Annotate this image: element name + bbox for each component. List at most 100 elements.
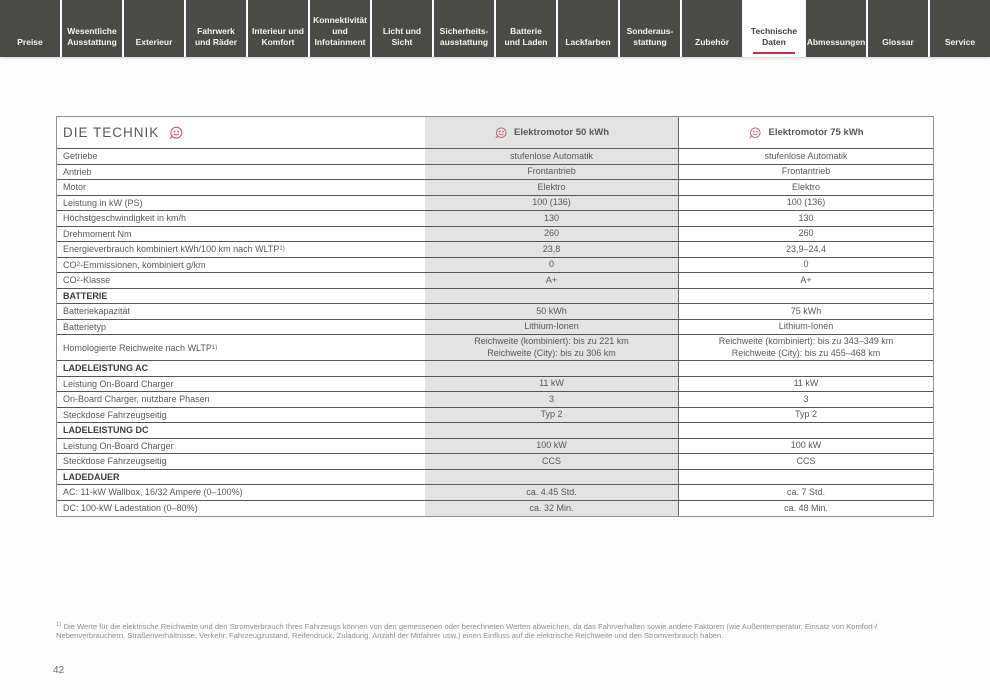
table-row: Höchstgeschwindigkeit in km/h 130 130 — [57, 211, 933, 227]
top-tab-bar: Preise Wesentliche Ausstattung Exterieur Fa… — [0, 0, 990, 57]
tab-lackfarben[interactable]: Lackfarben — [558, 0, 618, 57]
value-75kwh: 3 — [803, 393, 809, 404]
table-row: Leistung On-Board Charger 11 kW 11 kW — [57, 376, 933, 392]
table-row: Batterietyp Lithium-Ionen Lithium-Ionen — [57, 319, 933, 335]
tab-preise[interactable]: Preise — [0, 0, 60, 57]
table-header-row: DIE TECHNIK Elektromotor 50 kWh — [57, 117, 933, 149]
value-50kwh: Lithium-Ionen — [425, 319, 679, 334]
value-50kwh: CCS — [425, 454, 679, 469]
value-50kwh: Reichweite (kombiniert): bis zu 221 km Re… — [425, 335, 679, 360]
value-50kwh: 130 — [425, 211, 679, 226]
row-label: DC: 100-kW Ladestation (0–80%) — [63, 503, 198, 514]
row-label: Drehmoment Nm — [63, 228, 132, 239]
table-row: CO 2 -Klasse A+ A+ — [57, 273, 933, 289]
value-75kwh: 75 kWh — [790, 305, 822, 316]
row-label: Motor — [63, 182, 87, 193]
tab-glossar[interactable]: Glossar — [868, 0, 928, 57]
section-label: LADELEISTUNG AC — [63, 363, 149, 374]
table-row: Leistung in kW (PS) 100 (136) 100 (136) — [57, 195, 933, 211]
row-label: Steckdose Fahrzeugseitig — [63, 456, 167, 467]
table-row: CO 2 -Emmissionen, kombiniert g/km 0 0 — [57, 257, 933, 273]
tab-batterie-und-laden[interactable]: Batterie und Laden — [496, 0, 556, 57]
value-50kwh: ca. 32 Min. — [425, 500, 679, 516]
row-label: Leistung On-Board Charger — [63, 440, 174, 451]
table-row: On-Board Charger, nutzbare Phasen 3 3 — [57, 392, 933, 408]
value-75kwh: stufenlose Automatik — [764, 150, 848, 161]
value-75kwh: ca. 48 Min. — [783, 502, 829, 513]
value-50kwh: 50 kWh — [425, 304, 679, 319]
value-50kwh: Typ 2 — [425, 407, 679, 422]
tab-service[interactable]: Service — [930, 0, 990, 57]
tab-technische-daten[interactable]: Technische Daten — [744, 0, 804, 57]
section-cell-75kwh — [679, 470, 933, 485]
table-row: Motor Elektro Elektro — [57, 180, 933, 196]
row-label: Homologierte Reichweite nach WLTP 1) — [63, 342, 218, 353]
tab-konnektivitaet[interactable]: Konnektivität und Infotainment — [310, 0, 370, 57]
table-title-cell: DIE TECHNIK — [57, 117, 425, 148]
footnote: 1) Die Werte für die elektrische Reichwe… — [56, 622, 878, 640]
value-50kwh: 11 kW — [425, 376, 679, 391]
section-cell-50kwh — [425, 469, 679, 484]
row-label: Leistung On-Board Charger — [63, 378, 174, 389]
value-75kwh: Typ 2 — [794, 409, 817, 419]
column-header-label: Elektromotor 75 kWh — [768, 126, 864, 138]
value-50kwh: ca. 4.45 Std. — [425, 485, 679, 500]
value-50kwh: 100 kW — [425, 438, 679, 453]
table-row: Batteriekapazität 50 kWh 75 kWh — [57, 304, 933, 320]
row-label: Energieverbrauch kombiniert kWh/100 km n… — [63, 244, 285, 255]
section-cell-75kwh — [679, 289, 933, 304]
table-row: Steckdose Fahrzeugseitig Typ 2 Typ 2 — [57, 407, 933, 423]
tab-wesentliche-ausstattung[interactable]: Wesentliche Ausstattung — [62, 0, 122, 57]
section-label: LADELEISTUNG DC — [63, 425, 149, 436]
value-50kwh: 23,8 — [425, 242, 679, 257]
tab-zubehoer[interactable]: Zubehör — [682, 0, 742, 57]
value-75kwh: 100 kW — [790, 440, 822, 450]
value-75kwh: 260 — [798, 228, 814, 238]
section-cell-50kwh — [425, 361, 679, 376]
tab-licht-und-sicht[interactable]: Licht und Sicht — [372, 0, 432, 57]
tab-sicherheitsausstattung[interactable]: Sicherheits- ausstattung — [434, 0, 494, 57]
row-label: Antrieb — [63, 166, 92, 177]
row-label: Batteriekapazität — [63, 306, 131, 317]
page-title: DIE TECHNIK — [63, 125, 160, 140]
column-header-label: Elektromotor 50 kWh — [513, 126, 610, 138]
tab-exterieur[interactable]: Exterieur — [124, 0, 184, 57]
value-75kwh: 11 kW — [793, 378, 819, 388]
row-label: On-Board Charger, nutzbare Phasen — [63, 394, 210, 405]
value-75kwh: 23,9–24,4 — [785, 243, 827, 254]
value-75kwh: CCS — [796, 455, 816, 466]
row-label: Batterietyp — [63, 321, 107, 332]
row-label: Getriebe — [63, 151, 98, 162]
value-75kwh: 130 — [798, 212, 814, 223]
value-50kwh: 260 — [425, 226, 679, 241]
section-row: BATTERIE — [57, 288, 933, 304]
spec-table: DIE TECHNIK Elektromotor 50 kWh — [56, 116, 934, 517]
value-75kwh: Reichweite (kombiniert): bis zu 343–349 … — [718, 336, 894, 358]
table-row: Homologierte Reichweite nach WLTP 1) Reich… — [57, 335, 933, 361]
table-row: Energieverbrauch kombiniert kWh/100 km n… — [57, 242, 933, 258]
section-cell-50kwh — [425, 423, 679, 438]
section-row: LADELEISTUNG DC — [57, 423, 933, 439]
tab-abmessungen[interactable]: Abmessungen — [806, 0, 866, 57]
section-cell-50kwh — [425, 288, 679, 303]
value-50kwh: Frontantrieb — [425, 164, 679, 179]
value-50kwh: A+ — [425, 273, 679, 288]
table-row: AC: 11-kW Wallbox, 16/32 Ampere (0–100%)… — [57, 485, 933, 501]
value-75kwh: 0 — [803, 259, 809, 269]
value-75kwh: Elektro — [791, 181, 820, 192]
ev-plug-icon — [750, 126, 762, 138]
table-row: Drehmoment Nm 260 260 — [57, 226, 933, 242]
page-number: 42 — [53, 665, 65, 676]
tab-fahrwerk-und-raeder[interactable]: Fahrwerk und Räder — [186, 0, 246, 57]
tab-sonderausstattung[interactable]: Sonderaus- stattung — [620, 0, 680, 57]
table-row: Getriebe stufenlose Automatik stufenlose A… — [57, 149, 933, 165]
value-75kwh: Lithium-Ionen — [778, 321, 834, 331]
value-50kwh: Elektro — [425, 180, 679, 195]
value-50kwh: 3 — [425, 392, 679, 407]
column-header-50kwh: Elektromotor 50 kWh — [425, 117, 679, 148]
section-row: LADEDAUER — [57, 469, 933, 485]
table-row: Leistung On-Board Charger 100 kW 100 kW — [57, 438, 933, 454]
value-75kwh: 100 (136) — [786, 197, 826, 207]
row-label: CO 2 -Emmissionen, kombiniert g/km — [63, 259, 206, 270]
tab-interieur-und-komfort[interactable]: Interieur und Komfort — [248, 0, 308, 57]
